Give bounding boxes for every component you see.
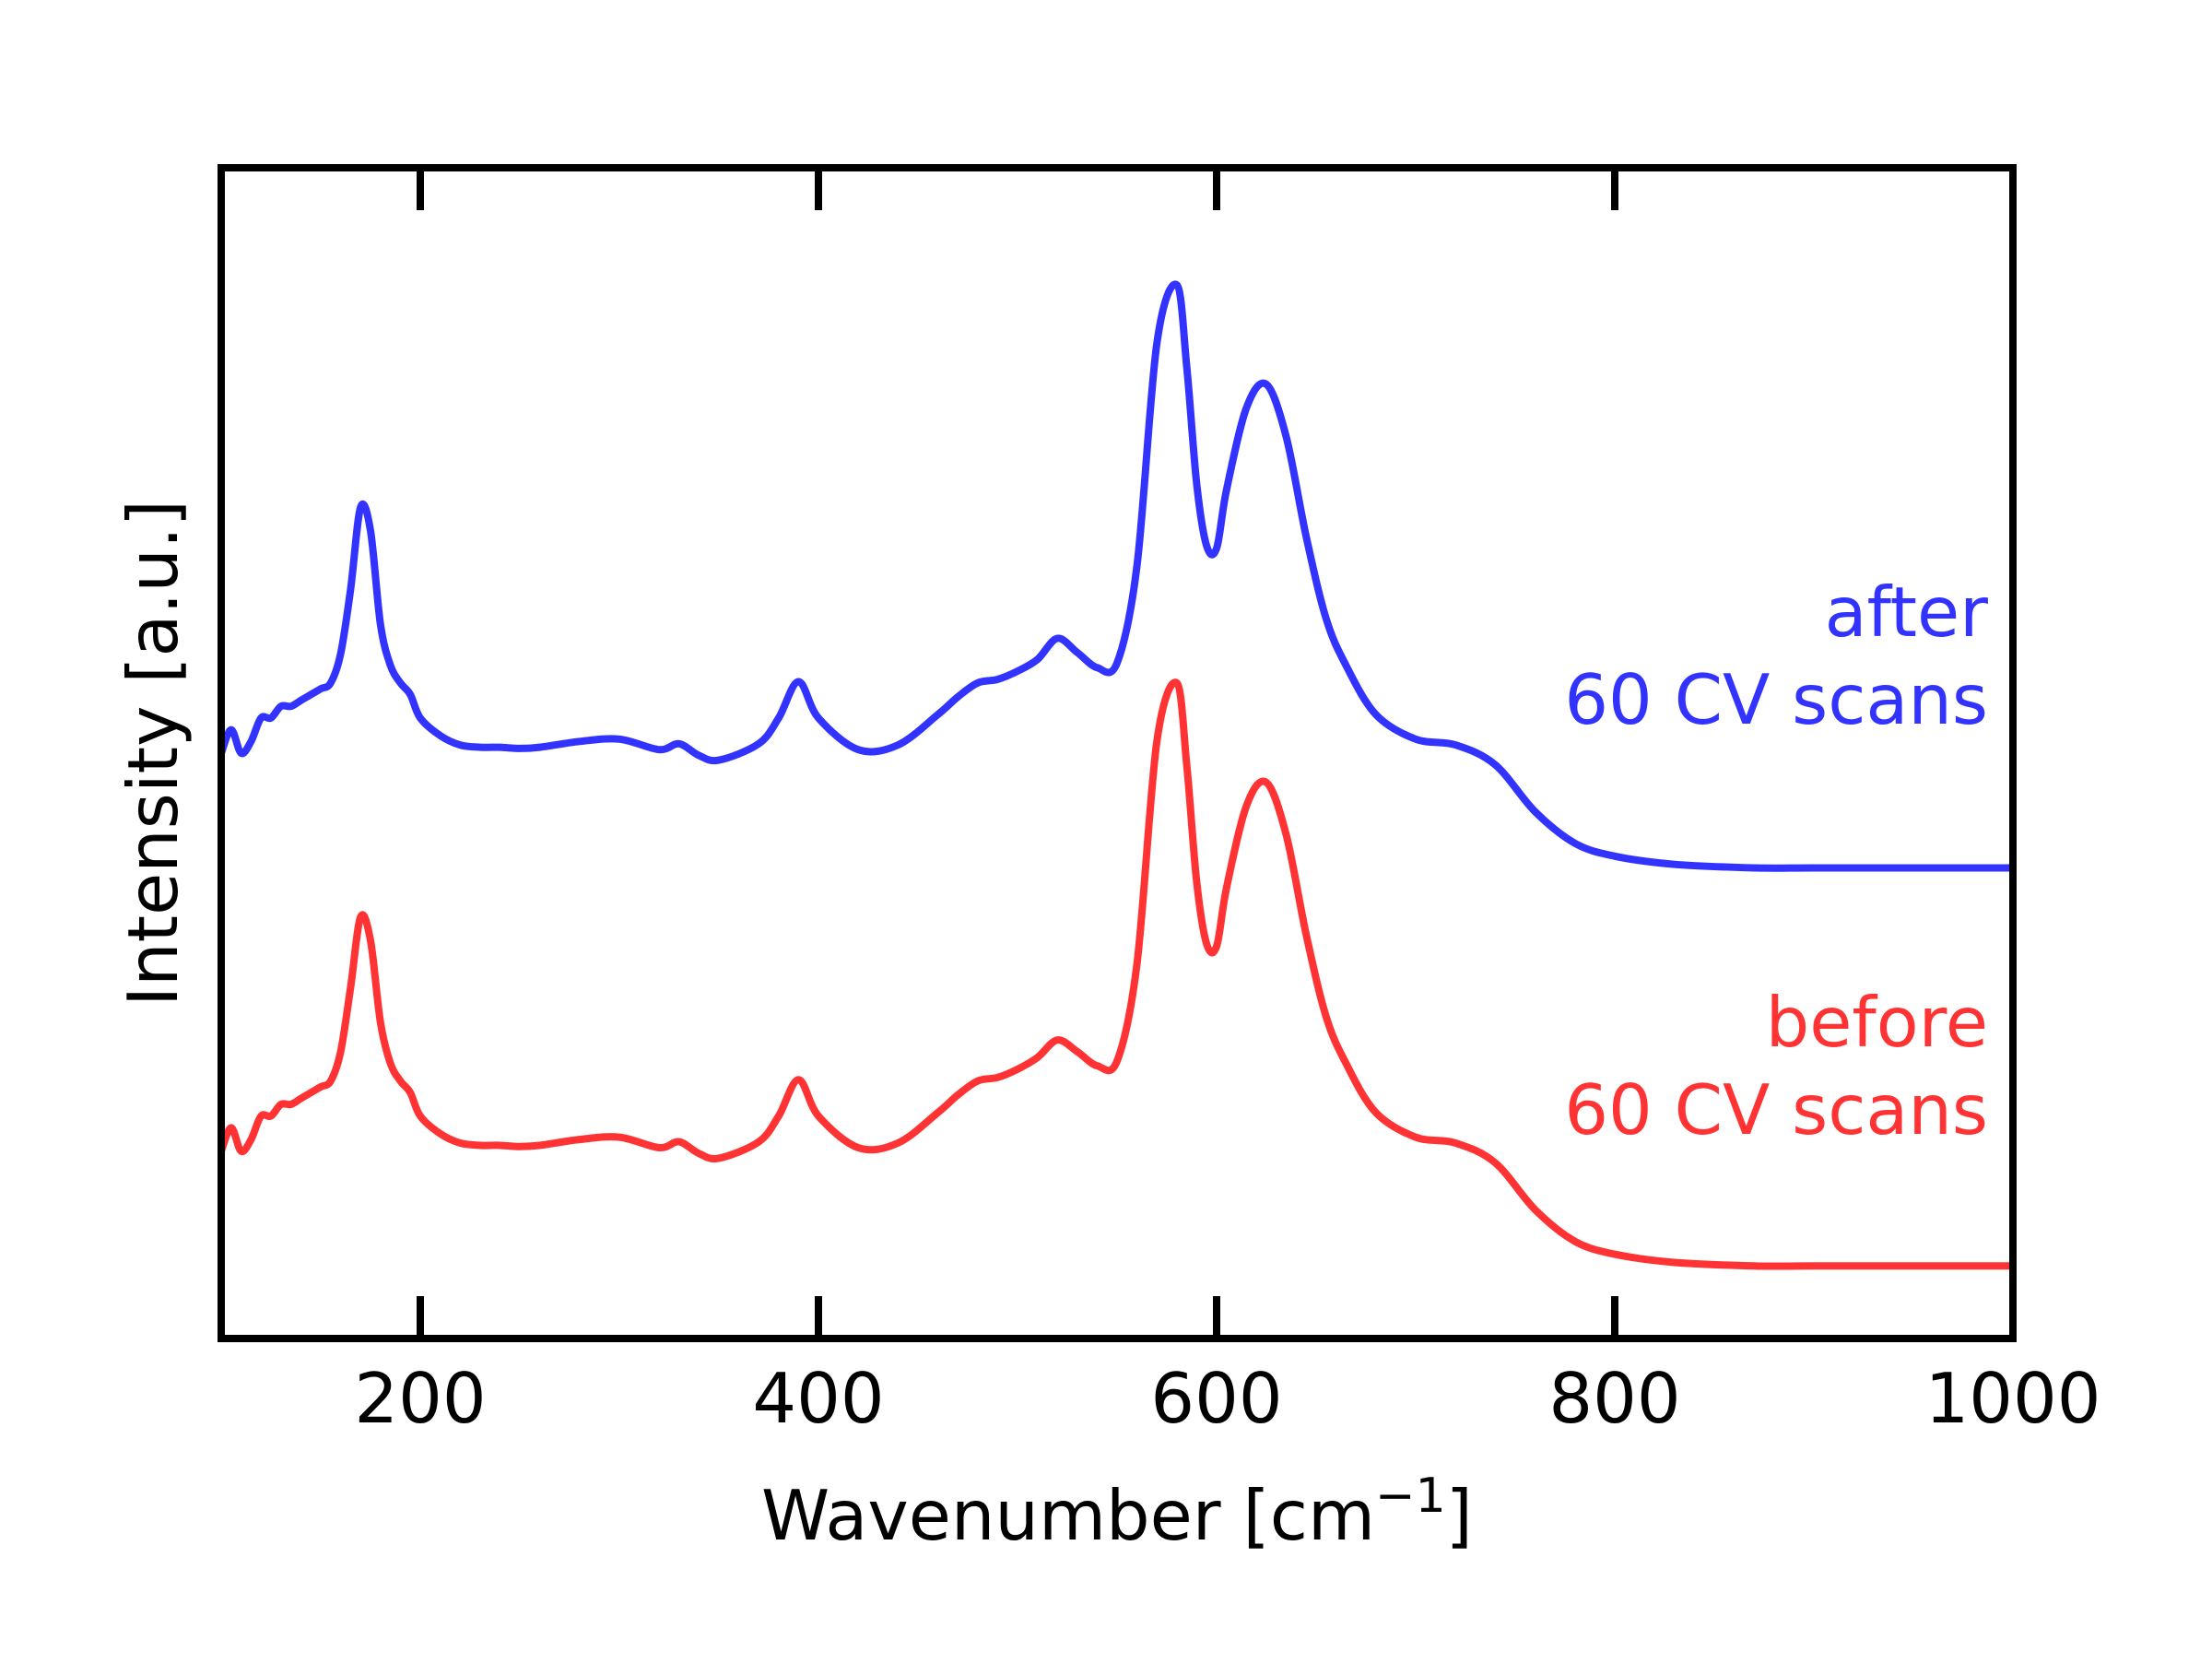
x-tick-label-3: 800	[1548, 1358, 1680, 1439]
plot-frame	[218, 164, 2017, 1342]
y-axis-label: Intensity [a.u.]	[112, 500, 194, 1007]
x-axis-label-superscript: −1	[1375, 1468, 1446, 1524]
x-axis-label-end: ]	[1446, 1475, 1473, 1556]
series-annotation-1-line-1: 60 CV scans	[1564, 1069, 1988, 1150]
x-axis-label-main: Wavenumber [cm	[761, 1475, 1375, 1556]
x-tick-label-0: 200	[354, 1358, 486, 1439]
x-tick-label-1: 400	[752, 1358, 884, 1439]
x-tick-label-4: 1000	[1925, 1358, 2101, 1439]
series-layer	[218, 280, 2017, 1270]
series-annotation-0-line-1: 60 CV scans	[1564, 659, 1988, 740]
series-annotation-1-line-0: before	[1766, 982, 1988, 1063]
tick-layer: 200 400 600 800 1000	[354, 168, 2100, 1439]
series-line-0	[218, 280, 2017, 872]
x-tick-label-2: 600	[1150, 1358, 1282, 1439]
series-annotation-0-line-0: after	[1825, 572, 1989, 653]
x-axis-label: Wavenumber [cm−1]	[761, 1468, 1473, 1556]
series-line-1	[218, 678, 2017, 1270]
